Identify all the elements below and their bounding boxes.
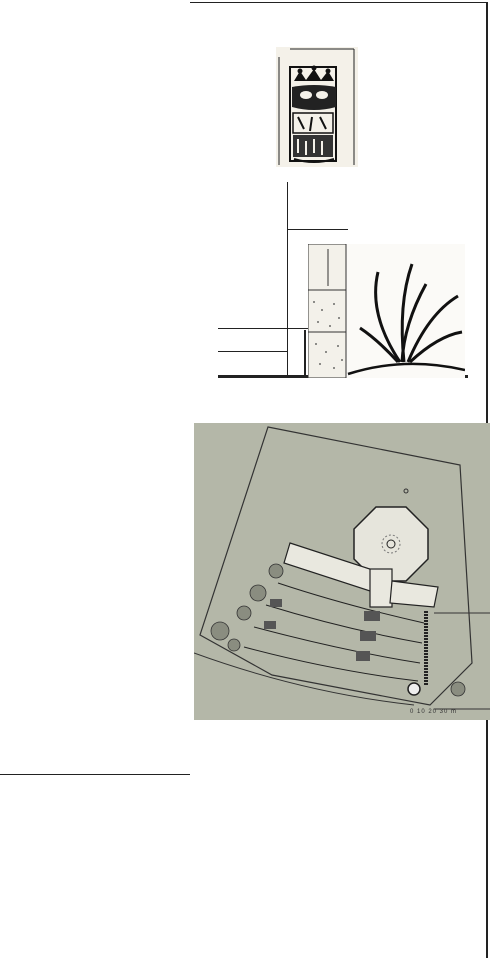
step-line-1 [218,328,308,329]
step-vertical [304,330,306,378]
agave-wall-figure [307,243,466,379]
top-rule [190,2,486,3]
site-plan-icon [194,426,490,710]
connector-vertical [287,182,288,378]
crest-drawing-icon [278,48,355,165]
plant-drawing-icon [307,243,466,379]
connector-horizontal [287,229,348,230]
step-line-2 [218,351,288,352]
crest-sketch-figure [276,47,358,167]
scale-bar-label: 0 10 20 30 m [410,709,458,715]
left-rule [0,774,190,775]
site-plan-figure: 0 10 20 30 m [194,423,490,720]
